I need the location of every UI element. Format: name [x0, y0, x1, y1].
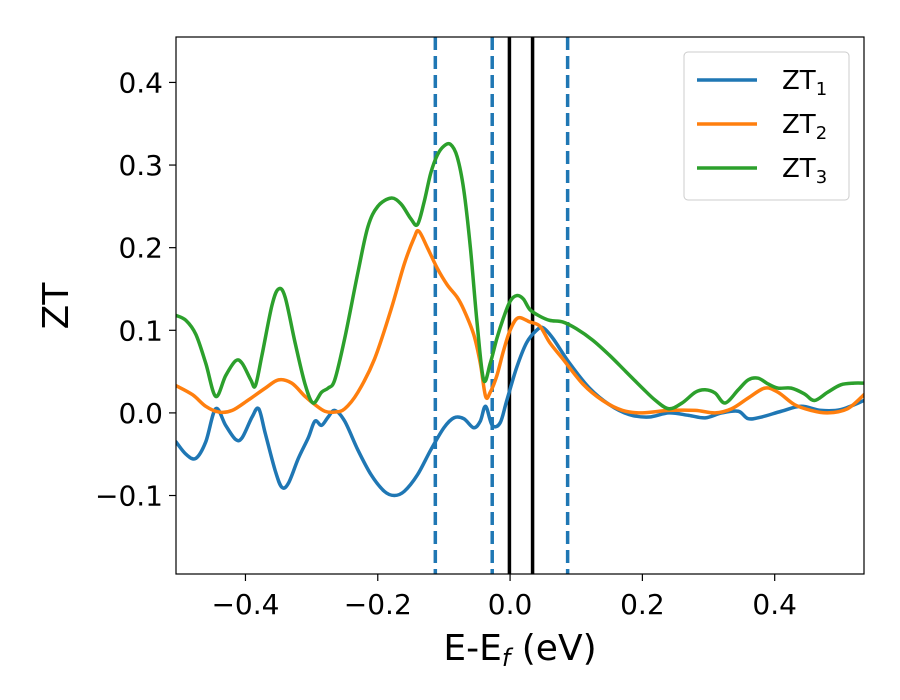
x-tick-label: 0.0: [488, 588, 533, 621]
legend-box: [683, 51, 850, 201]
series-lines: [176, 141, 864, 498]
x-tick-label: 0.2: [620, 588, 665, 621]
y-tick-label: 0.1: [118, 314, 163, 347]
y-tick-label: 0.3: [118, 149, 163, 182]
y-axis-label: ZT: [36, 282, 77, 330]
series-line-zt1: [176, 325, 864, 498]
legend-label-zt2: ZT2: [782, 110, 827, 144]
plot-frame: [175, 36, 865, 575]
x-axis-ticks: −0.4 −0.2 0.0 0.2 0.4: [211, 574, 797, 621]
x-tick-label: 0.4: [752, 588, 797, 621]
vertical-lines: [433, 37, 570, 574]
y-axis-ticks: −0.1 0.0 0.1 0.2 0.3 0.4: [95, 66, 176, 513]
series-line-zt3: [176, 141, 864, 411]
x-tick-label: −0.2: [344, 588, 412, 621]
y-tick-label: 0.2: [118, 232, 163, 265]
x-tick-label: −0.4: [211, 588, 279, 621]
y-tick-label: −0.1: [95, 480, 163, 513]
series-line-zt2: [176, 228, 864, 415]
y-tick-label: 0.4: [118, 66, 163, 99]
legend-label-zt3: ZT3: [782, 154, 827, 188]
legend-label-zt1: ZT1: [782, 66, 827, 100]
legend: ZT1 ZT2 ZT3: [683, 51, 850, 201]
x-axis-label: E-Ef (eV): [443, 628, 596, 672]
y-tick-label: 0.0: [118, 397, 163, 430]
